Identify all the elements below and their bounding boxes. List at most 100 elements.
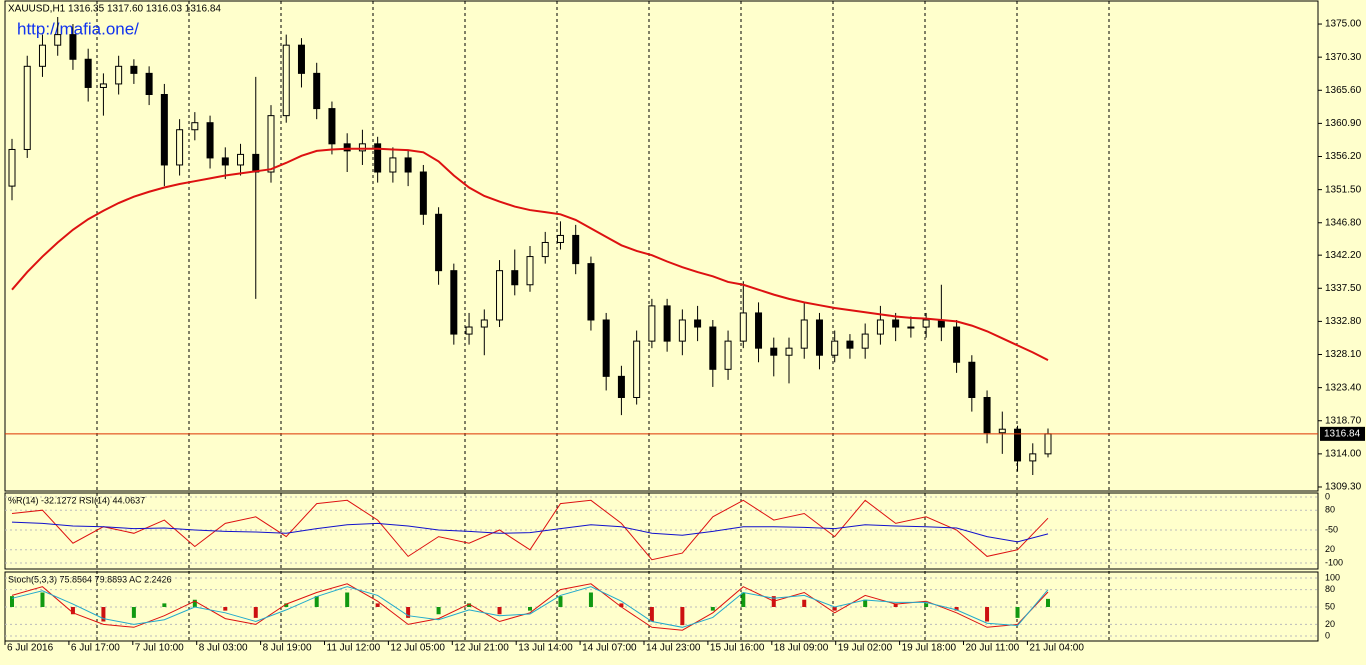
candle-body	[267, 115, 275, 173]
candle-body	[846, 340, 854, 349]
candle-body	[800, 319, 808, 349]
candle-body	[38, 44, 46, 67]
y-tick-label: 1337.50	[1325, 283, 1362, 294]
ac-bar	[619, 603, 624, 607]
candle-body	[252, 153, 260, 173]
candle-body	[374, 143, 382, 173]
candle-body	[602, 319, 610, 377]
stochastic-label: Stoch(5,3,3) 75.8564 79.8893 AC 2.2426	[8, 574, 172, 584]
y-tick-label: 1375.00	[1325, 19, 1362, 30]
indicator-line	[11, 521, 1049, 543]
candle-body	[145, 72, 153, 96]
candle-body	[496, 270, 504, 321]
candle-body	[206, 122, 214, 159]
candle-body	[755, 312, 763, 349]
candle-body	[389, 157, 397, 173]
y-tick-label: 1356.20	[1325, 151, 1362, 162]
chart-header: XAUUSD,H1 1316.35 1317.60 1316.03 1316.8…	[8, 4, 221, 15]
indicator-line	[11, 583, 1049, 631]
candle-body	[785, 347, 793, 356]
ac-bar	[710, 607, 715, 611]
y-tick-label: 1318.70	[1325, 415, 1362, 426]
candle-body	[297, 44, 305, 74]
y-tick-label: 1342.20	[1325, 250, 1362, 261]
candle-body	[313, 72, 321, 110]
panel-tick-label: 20	[1325, 619, 1335, 629]
ac-bar	[40, 592, 45, 607]
y-tick-label: 1346.80	[1325, 217, 1362, 228]
candle-body	[922, 319, 930, 328]
panel-tick-label: 50	[1325, 601, 1335, 611]
panel-tick-label: -50	[1325, 524, 1338, 534]
y-tick-label: 1314.00	[1325, 449, 1362, 460]
ac-bar	[802, 599, 807, 607]
candle-body	[678, 319, 686, 342]
ac-bar	[1015, 607, 1020, 618]
x-tick-label: 19 Jul 18:00	[902, 643, 957, 654]
candle-body	[541, 241, 549, 258]
candle-body	[99, 83, 107, 88]
panel-tick-label: -100	[1325, 557, 1343, 567]
candle-body	[724, 340, 732, 370]
y-tick-label: 1328.10	[1325, 349, 1362, 360]
candle-body	[694, 319, 702, 328]
indicator-line	[11, 586, 1049, 628]
candle-body	[435, 213, 443, 272]
candle-body	[907, 326, 915, 329]
candle-body	[404, 157, 412, 173]
ac-bar	[467, 603, 472, 607]
ac-bar	[314, 596, 319, 607]
ac-bar	[192, 599, 197, 607]
y-tick-label: 1323.40	[1325, 382, 1362, 393]
ac-bar	[832, 607, 837, 611]
x-tick-label: 13 Jul 14:00	[518, 643, 573, 654]
ac-bar	[863, 599, 868, 607]
x-tick-label: 12 Jul 21:00	[454, 643, 509, 654]
x-tick-label: 12 Jul 05:00	[390, 643, 445, 654]
ac-bar	[345, 592, 350, 607]
ac-bar	[649, 607, 654, 622]
candle-body	[23, 65, 31, 150]
candle-body	[511, 270, 519, 286]
x-tick-label: 18 Jul 09:00	[774, 643, 829, 654]
candle-body	[953, 326, 961, 363]
candle-body	[663, 305, 671, 342]
candle-body	[526, 256, 534, 286]
candle-body	[130, 65, 138, 74]
ac-bar	[436, 607, 441, 615]
candle-body	[739, 312, 747, 342]
candle-body	[892, 319, 900, 328]
candle-body	[419, 171, 427, 215]
last-price-box	[1320, 426, 1365, 441]
x-tick-label: 6 Jul 17:00	[71, 643, 120, 654]
oscillator-frame	[4, 492, 1319, 570]
x-tick-label: 19 Jul 02:00	[838, 643, 893, 654]
candle-body	[282, 44, 290, 117]
candle-body	[84, 58, 92, 88]
candle-body	[633, 340, 641, 398]
ac-bar	[985, 607, 990, 622]
y-tick-label: 1370.30	[1325, 52, 1362, 63]
ac-bar	[954, 607, 959, 611]
candle-body	[1014, 428, 1022, 462]
candle-body	[815, 319, 823, 356]
y-tick-label: 1360.90	[1325, 118, 1362, 129]
candle-body	[968, 361, 976, 398]
x-tick-label: 6 Jul 2016	[7, 643, 54, 654]
ac-bar	[131, 607, 136, 618]
panel-tick-label: 0	[1325, 630, 1330, 640]
y-tick-label: 1309.30	[1325, 482, 1362, 493]
x-tick-label: 14 Jul 23:00	[646, 643, 701, 654]
candle-body	[876, 319, 884, 335]
panel-tick-label: 80	[1325, 584, 1335, 594]
candle-body	[358, 143, 366, 152]
candle-body	[587, 263, 595, 321]
ac-bar	[924, 603, 929, 607]
candle-body	[770, 347, 778, 356]
candle-body	[709, 326, 717, 370]
candle-body	[115, 65, 123, 85]
candle-body	[343, 143, 351, 152]
ac-bar	[588, 592, 593, 607]
last-price-label: 1316.84	[1324, 428, 1361, 439]
